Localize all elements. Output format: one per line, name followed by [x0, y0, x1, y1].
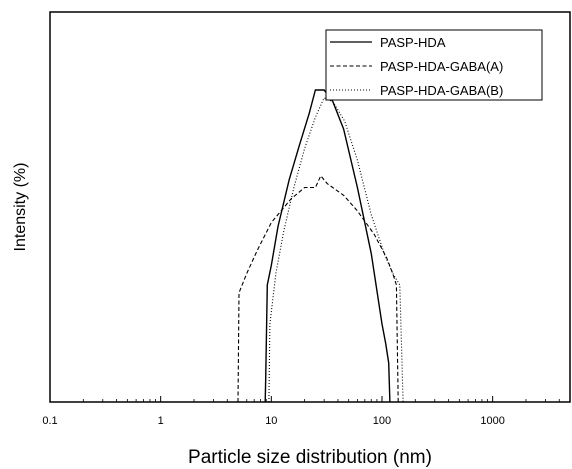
- series-lines: [237, 89, 404, 403]
- legend-label-pasp-hda-gaba-a: PASP-HDA-GABA(A): [380, 59, 503, 74]
- y-axis-title: Intensity (%): [12, 163, 29, 252]
- legend: PASP-HDA PASP-HDA-GABA(A) PASP-HDA-GABA(…: [325, 29, 543, 101]
- legend-label-pasp-hda-gaba-b: PASP-HDA-GABA(B): [380, 83, 503, 98]
- x-axis-title: Particle size distribution (nm): [188, 447, 432, 468]
- x-tick-label: 10: [265, 415, 277, 427]
- legend-label-pasp-hda: PASP-HDA: [380, 35, 446, 50]
- plot-frame: [49, 11, 571, 403]
- series-line-pasp-hda-gaba-a: [237, 174, 399, 403]
- x-ticks: 0.1 1 10 100 1000: [42, 396, 571, 427]
- x-tick-label: 0.1: [42, 415, 57, 427]
- x-tick-label: 100: [373, 415, 391, 427]
- x-tick-label: 1000: [480, 415, 504, 427]
- series-line-pasp-hda: [264, 89, 391, 403]
- x-tick-label: 1: [158, 415, 164, 427]
- series-line-pasp-hda-gaba-b: [268, 97, 404, 403]
